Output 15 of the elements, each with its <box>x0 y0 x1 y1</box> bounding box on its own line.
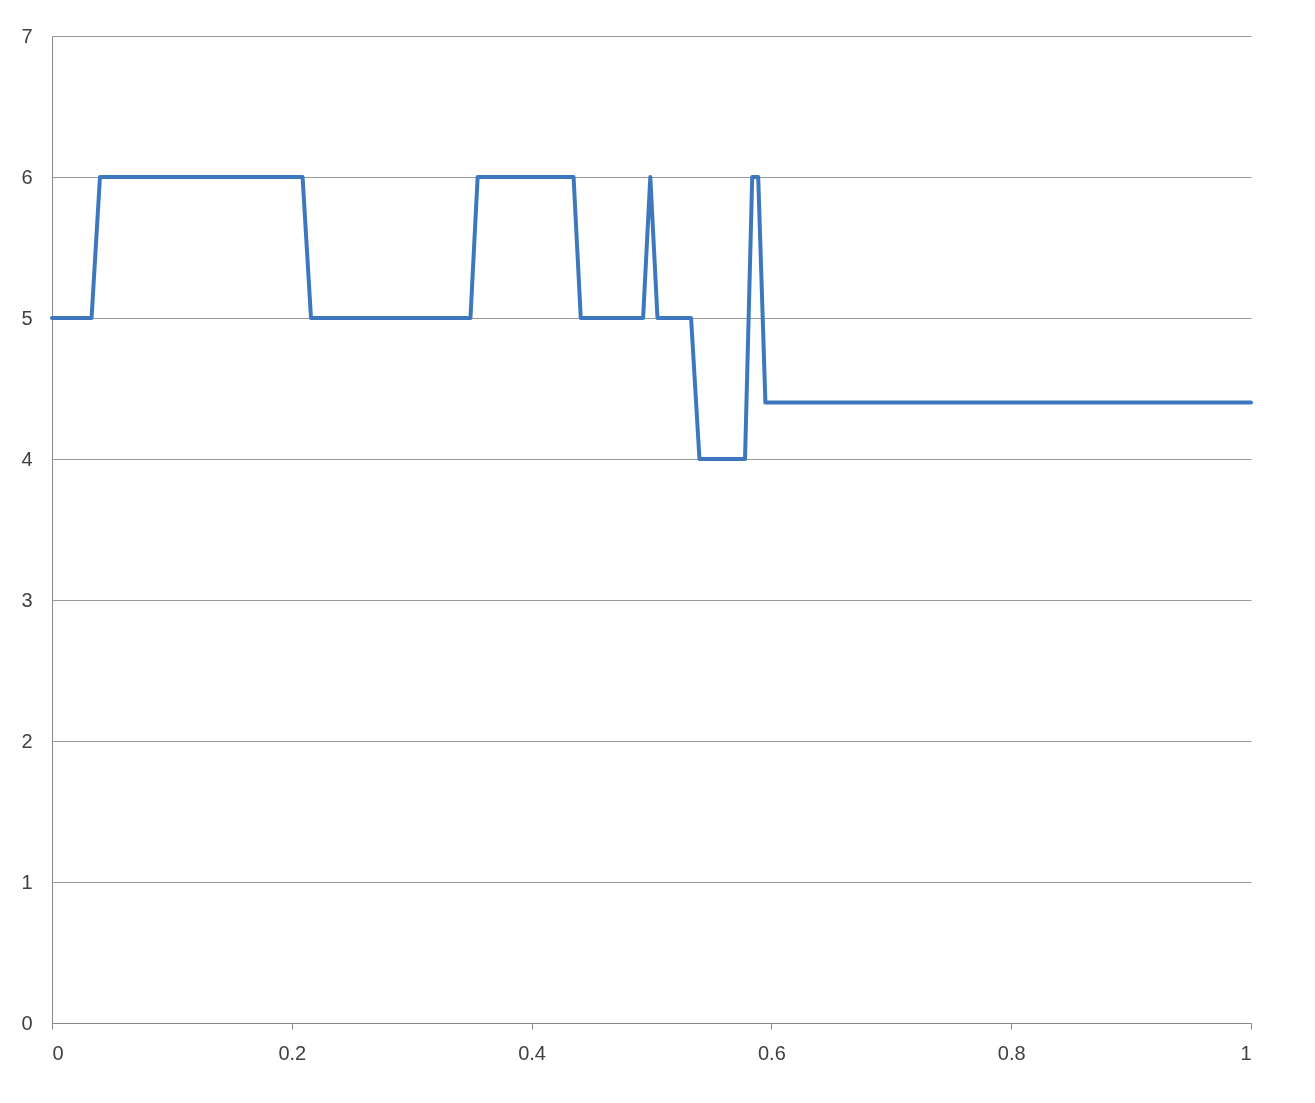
y-tick-label: 7 <box>21 24 33 47</box>
y-tick-label: 4 <box>21 447 33 470</box>
x-tick-label: 0.2 <box>278 1041 307 1064</box>
y-tick-label: 5 <box>21 306 33 329</box>
y-tick-label: 6 <box>21 165 33 188</box>
x-tick-label: 0.6 <box>757 1041 786 1064</box>
y-tick-label: 1 <box>21 870 33 893</box>
line-series <box>50 175 1253 461</box>
x-tick-label: 0.4 <box>518 1041 547 1064</box>
y-tick-label: 2 <box>21 729 33 752</box>
y-tick-label: 3 <box>21 588 33 611</box>
y-tick-label: 0 <box>21 1011 33 1034</box>
x-tick-label: 1 <box>1240 1041 1252 1064</box>
x-tick-label: 0.8 <box>997 1041 1026 1064</box>
x-tick-label: 0 <box>52 1041 64 1064</box>
